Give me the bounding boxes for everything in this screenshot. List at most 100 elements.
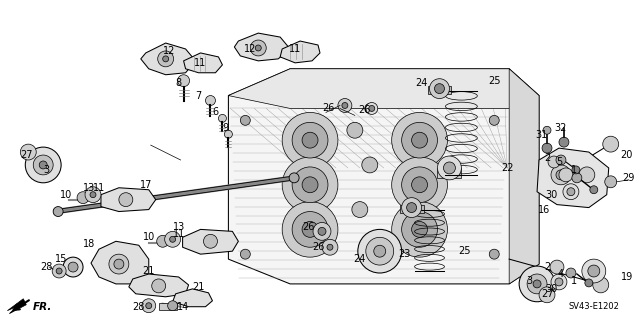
Bar (399, 204, 424, 212)
Circle shape (292, 122, 328, 158)
Circle shape (406, 203, 417, 212)
Circle shape (367, 239, 383, 255)
Text: 29: 29 (623, 173, 635, 183)
Text: 30: 30 (545, 190, 557, 200)
Circle shape (39, 161, 47, 169)
Text: 27: 27 (20, 150, 33, 160)
Circle shape (556, 170, 566, 180)
Circle shape (582, 259, 605, 283)
Circle shape (157, 235, 169, 247)
Text: 24: 24 (354, 254, 366, 264)
Text: 1: 1 (571, 165, 577, 175)
Circle shape (342, 102, 348, 108)
Text: 17: 17 (140, 180, 152, 190)
Circle shape (551, 274, 567, 290)
Circle shape (519, 266, 555, 302)
Circle shape (550, 260, 564, 274)
Text: 27: 27 (541, 289, 553, 299)
Circle shape (543, 126, 551, 134)
Circle shape (26, 147, 61, 183)
Text: 13: 13 (83, 183, 95, 193)
Circle shape (302, 177, 318, 193)
Circle shape (170, 236, 175, 242)
Text: 22: 22 (501, 163, 513, 173)
Circle shape (603, 136, 619, 152)
Text: 30: 30 (545, 284, 557, 294)
Circle shape (255, 45, 261, 51)
Polygon shape (182, 229, 238, 254)
Circle shape (605, 176, 617, 188)
Text: 11: 11 (195, 58, 207, 68)
Circle shape (559, 168, 573, 182)
Circle shape (205, 96, 216, 106)
Circle shape (402, 211, 438, 247)
Polygon shape (173, 289, 212, 307)
Text: 23: 23 (399, 249, 411, 259)
Circle shape (33, 155, 53, 175)
Text: 8: 8 (175, 78, 182, 88)
Circle shape (412, 221, 428, 237)
Circle shape (322, 239, 338, 255)
Circle shape (302, 132, 318, 148)
Circle shape (282, 157, 338, 212)
Circle shape (489, 115, 499, 125)
Bar (159, 303, 177, 310)
Circle shape (313, 222, 331, 240)
Text: 19: 19 (621, 272, 633, 282)
Text: 9: 9 (222, 123, 228, 133)
Circle shape (152, 279, 166, 293)
Text: 26: 26 (312, 242, 324, 252)
Circle shape (225, 130, 232, 138)
Circle shape (369, 106, 375, 111)
Circle shape (114, 259, 124, 269)
Circle shape (559, 137, 569, 147)
Circle shape (365, 103, 375, 114)
Circle shape (412, 132, 428, 148)
Polygon shape (141, 43, 196, 75)
Polygon shape (91, 241, 148, 284)
Text: 13: 13 (173, 222, 185, 233)
Polygon shape (129, 274, 189, 297)
Circle shape (347, 122, 363, 138)
Circle shape (327, 244, 333, 250)
Text: 11: 11 (289, 44, 301, 54)
Circle shape (282, 202, 338, 257)
Polygon shape (184, 53, 223, 73)
Circle shape (362, 157, 378, 173)
Circle shape (77, 192, 89, 204)
Text: 25: 25 (488, 76, 500, 86)
Circle shape (392, 157, 447, 212)
Circle shape (555, 278, 563, 286)
Circle shape (218, 115, 227, 122)
Circle shape (52, 264, 66, 278)
Circle shape (282, 112, 338, 168)
Circle shape (527, 274, 547, 294)
Text: 5: 5 (556, 157, 562, 167)
Circle shape (241, 249, 250, 259)
Circle shape (292, 167, 328, 203)
Text: 32: 32 (555, 123, 567, 133)
Circle shape (548, 156, 560, 168)
Text: 11: 11 (173, 229, 185, 239)
Circle shape (489, 249, 499, 259)
Text: 25: 25 (458, 246, 470, 256)
Text: 12: 12 (163, 46, 175, 56)
Text: 16: 16 (538, 204, 550, 215)
Polygon shape (234, 33, 290, 61)
Circle shape (590, 186, 598, 194)
Circle shape (241, 115, 250, 125)
Circle shape (438, 156, 461, 180)
Text: 10: 10 (60, 190, 72, 200)
Circle shape (204, 234, 218, 248)
Circle shape (157, 51, 173, 67)
Polygon shape (8, 299, 26, 314)
Circle shape (374, 245, 386, 257)
Circle shape (90, 192, 96, 198)
Polygon shape (280, 41, 320, 63)
Text: 28: 28 (40, 262, 52, 272)
Polygon shape (537, 148, 609, 208)
Circle shape (250, 40, 266, 56)
Circle shape (142, 299, 156, 313)
Text: 12: 12 (244, 44, 257, 54)
Circle shape (579, 167, 595, 183)
